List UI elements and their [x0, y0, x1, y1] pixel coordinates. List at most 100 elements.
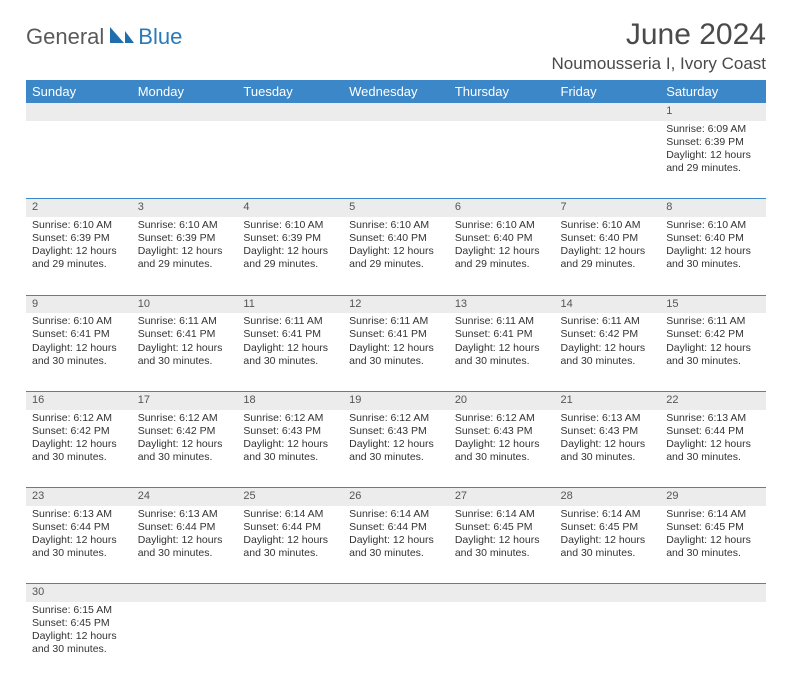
day-line: Sunrise: 6:13 AM — [138, 508, 232, 521]
day-number-cell: 3 — [132, 199, 238, 217]
day-line: Sunset: 6:39 PM — [32, 232, 126, 245]
day-line: and 29 minutes. — [561, 258, 655, 271]
day-cell — [555, 602, 661, 680]
day-line: Sunset: 6:41 PM — [455, 328, 549, 341]
day-line: and 30 minutes. — [561, 547, 655, 560]
day-number-cell: 20 — [449, 391, 555, 409]
day-line: Sunset: 6:45 PM — [666, 521, 760, 534]
day-number-cell: 10 — [132, 295, 238, 313]
day-line: Daylight: 12 hours — [243, 438, 337, 451]
day-line: Sunrise: 6:14 AM — [455, 508, 549, 521]
day-line: Sunset: 6:44 PM — [138, 521, 232, 534]
day-line: Daylight: 12 hours — [455, 438, 549, 451]
day-cell: Sunrise: 6:14 AMSunset: 6:45 PMDaylight:… — [660, 506, 766, 584]
location: Noumousseria I, Ivory Coast — [552, 54, 766, 74]
day-line: Sunset: 6:39 PM — [243, 232, 337, 245]
day-number-cell: 6 — [449, 199, 555, 217]
day-details: Sunrise: 6:14 AMSunset: 6:45 PMDaylight:… — [660, 506, 766, 565]
day-number-cell: 4 — [237, 199, 343, 217]
day-details: Sunrise: 6:15 AMSunset: 6:45 PMDaylight:… — [26, 602, 132, 661]
day-number-cell: 19 — [343, 391, 449, 409]
day-number: 20 — [449, 392, 555, 410]
day-line: and 30 minutes. — [455, 355, 549, 368]
day-line: Sunset: 6:41 PM — [138, 328, 232, 341]
day-line: Sunrise: 6:15 AM — [32, 604, 126, 617]
day-number-cell — [343, 584, 449, 602]
day-number: 13 — [449, 296, 555, 314]
day-line: Sunrise: 6:12 AM — [349, 412, 443, 425]
day-cell: Sunrise: 6:12 AMSunset: 6:43 PMDaylight:… — [343, 410, 449, 488]
day-cell — [26, 121, 132, 199]
day-details: Sunrise: 6:10 AMSunset: 6:41 PMDaylight:… — [26, 313, 132, 372]
day-line: Daylight: 12 hours — [32, 630, 126, 643]
day-line: Sunset: 6:44 PM — [666, 425, 760, 438]
day-line: Daylight: 12 hours — [349, 245, 443, 258]
day-details: Sunrise: 6:13 AMSunset: 6:44 PMDaylight:… — [26, 506, 132, 565]
month-title: June 2024 — [552, 18, 766, 52]
weekday-header-row: Sunday Monday Tuesday Wednesday Thursday… — [26, 80, 766, 103]
daynum-row: 30 — [26, 584, 766, 602]
day-details: Sunrise: 6:13 AMSunset: 6:44 PMDaylight:… — [132, 506, 238, 565]
day-number-cell — [237, 103, 343, 121]
day-line: Sunrise: 6:13 AM — [666, 412, 760, 425]
day-number: 10 — [132, 296, 238, 314]
day-cell: Sunrise: 6:10 AMSunset: 6:40 PMDaylight:… — [660, 217, 766, 295]
day-number: 7 — [555, 199, 661, 217]
day-number-cell: 21 — [555, 391, 661, 409]
day-number-cell: 26 — [343, 488, 449, 506]
day-number-cell: 5 — [343, 199, 449, 217]
day-number: 30 — [26, 584, 132, 602]
day-number: 29 — [660, 488, 766, 506]
day-line: Sunset: 6:45 PM — [32, 617, 126, 630]
day-line: Sunset: 6:43 PM — [455, 425, 549, 438]
day-line: Sunrise: 6:10 AM — [455, 219, 549, 232]
day-line: and 30 minutes. — [32, 451, 126, 464]
day-number: 8 — [660, 199, 766, 217]
day-number-cell: 15 — [660, 295, 766, 313]
day-cell: Sunrise: 6:13 AMSunset: 6:44 PMDaylight:… — [132, 506, 238, 584]
day-line: Daylight: 12 hours — [666, 149, 760, 162]
day-details: Sunrise: 6:11 AMSunset: 6:42 PMDaylight:… — [555, 313, 661, 372]
day-line: and 30 minutes. — [666, 258, 760, 271]
day-details: Sunrise: 6:12 AMSunset: 6:43 PMDaylight:… — [237, 410, 343, 469]
day-cell: Sunrise: 6:13 AMSunset: 6:44 PMDaylight:… — [26, 506, 132, 584]
day-line: and 30 minutes. — [561, 451, 655, 464]
day-line: and 29 minutes. — [666, 162, 760, 175]
calendar-table: Sunday Monday Tuesday Wednesday Thursday… — [26, 80, 766, 680]
day-line: and 30 minutes. — [349, 547, 443, 560]
day-number: 15 — [660, 296, 766, 314]
day-number-cell: 8 — [660, 199, 766, 217]
day-number-cell: 13 — [449, 295, 555, 313]
day-line: Sunset: 6:43 PM — [243, 425, 337, 438]
day-number-cell: 18 — [237, 391, 343, 409]
day-cell: Sunrise: 6:11 AMSunset: 6:42 PMDaylight:… — [555, 313, 661, 391]
day-number-cell: 28 — [555, 488, 661, 506]
day-line: Sunrise: 6:14 AM — [561, 508, 655, 521]
day-line: Sunrise: 6:14 AM — [243, 508, 337, 521]
day-cell: Sunrise: 6:15 AMSunset: 6:45 PMDaylight:… — [26, 602, 132, 680]
day-line: Daylight: 12 hours — [666, 534, 760, 547]
day-details: Sunrise: 6:09 AMSunset: 6:39 PMDaylight:… — [660, 121, 766, 180]
day-number: 28 — [555, 488, 661, 506]
day-line: Daylight: 12 hours — [561, 534, 655, 547]
day-cell: Sunrise: 6:10 AMSunset: 6:40 PMDaylight:… — [343, 217, 449, 295]
weekday-header: Saturday — [660, 80, 766, 103]
sail-icon — [108, 25, 134, 50]
day-cell: Sunrise: 6:11 AMSunset: 6:41 PMDaylight:… — [132, 313, 238, 391]
day-cell: Sunrise: 6:14 AMSunset: 6:45 PMDaylight:… — [555, 506, 661, 584]
day-line: Sunset: 6:41 PM — [32, 328, 126, 341]
day-number: 21 — [555, 392, 661, 410]
day-cell — [449, 121, 555, 199]
day-line: and 29 minutes. — [349, 258, 443, 271]
day-details: Sunrise: 6:14 AMSunset: 6:44 PMDaylight:… — [237, 506, 343, 565]
day-line: Sunrise: 6:11 AM — [349, 315, 443, 328]
day-line: and 30 minutes. — [138, 355, 232, 368]
day-number: 11 — [237, 296, 343, 314]
day-number-cell: 1 — [660, 103, 766, 121]
day-cell — [132, 602, 238, 680]
day-number-cell: 12 — [343, 295, 449, 313]
day-number-cell — [132, 584, 238, 602]
week-row: Sunrise: 6:15 AMSunset: 6:45 PMDaylight:… — [26, 602, 766, 680]
weekday-header: Sunday — [26, 80, 132, 103]
day-number-cell — [449, 584, 555, 602]
